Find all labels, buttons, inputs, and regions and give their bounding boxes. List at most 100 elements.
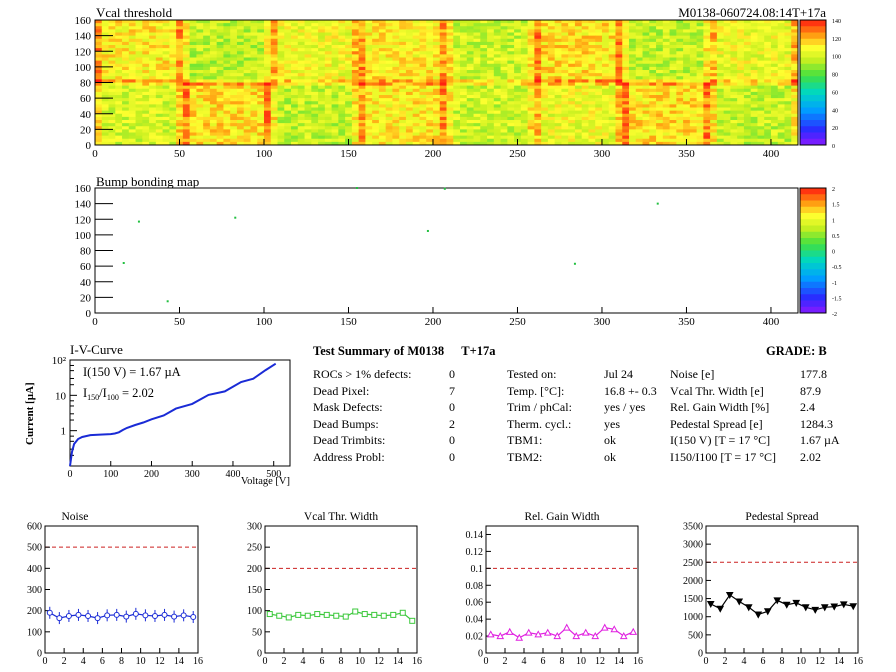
data-point xyxy=(323,611,330,618)
heatmap-cell xyxy=(108,116,116,121)
heatmap-cell xyxy=(392,70,400,74)
x-tick-label: 200 xyxy=(425,316,442,328)
heatmap-cell xyxy=(527,60,535,65)
heatmap-cell xyxy=(291,29,299,33)
heatmap-cell xyxy=(534,101,542,105)
heatmap-cell xyxy=(601,113,610,118)
heatmap-cell xyxy=(601,29,610,33)
heatmap-cell xyxy=(676,57,684,62)
heatmap-cell xyxy=(142,29,150,33)
heatmap-cell xyxy=(108,79,116,83)
heatmap-cell xyxy=(574,138,583,143)
heatmap-cell xyxy=(108,123,116,127)
data-point xyxy=(754,611,763,619)
heatmap-cell xyxy=(514,45,522,49)
x-tick-label: 4 xyxy=(742,656,747,667)
heatmap-cell xyxy=(291,48,299,52)
x-tick-label: 14 xyxy=(614,656,624,667)
heatmap-cell xyxy=(351,104,360,108)
heatmap-cell xyxy=(683,26,691,30)
heatmap-cell xyxy=(574,135,583,140)
heatmap-cell xyxy=(460,110,468,115)
heatmap-cell xyxy=(460,98,468,102)
heatmap-cell xyxy=(419,129,427,133)
heatmap-cell xyxy=(162,48,170,52)
heatmap-cell xyxy=(635,29,643,33)
heatmap-cell xyxy=(182,79,191,83)
heatmap-cell xyxy=(155,98,163,102)
heatmap-cell xyxy=(392,20,400,24)
heatmap-cell xyxy=(128,70,136,74)
heatmap-cell xyxy=(696,126,704,130)
heatmap-cell xyxy=(561,123,569,127)
heatmap-cell xyxy=(318,107,326,112)
heatmap-cell xyxy=(318,116,326,121)
heatmap-cell xyxy=(656,95,664,99)
heatmap-cell xyxy=(777,57,785,62)
heatmap-cell xyxy=(601,135,610,140)
heatmap-cell xyxy=(460,76,468,80)
heatmap-cell xyxy=(743,54,752,58)
heatmap-cell xyxy=(142,38,150,43)
heatmap-cell xyxy=(615,123,623,127)
heatmap-cell xyxy=(487,57,495,62)
data-point xyxy=(314,611,321,618)
heatmap-cell xyxy=(122,29,130,33)
heatmap-cell xyxy=(216,63,224,68)
heatmap-cell xyxy=(737,126,745,130)
heatmap-cell xyxy=(162,26,170,30)
heatmap-cell xyxy=(412,38,420,43)
heatmap-cell xyxy=(676,101,684,105)
heatmap-cell xyxy=(460,23,468,27)
heatmap-cell xyxy=(250,126,258,130)
heatmap-cell xyxy=(432,54,441,58)
heatmap-cell xyxy=(142,26,150,30)
heatmap-cell xyxy=(95,54,103,58)
heatmap-cell xyxy=(622,116,630,121)
heatmap-cell xyxy=(196,98,204,102)
vcal-threshold-panel: Vcal threshold M0138-060724.08:14T+17a 0… xyxy=(75,5,842,160)
heatmap-cell xyxy=(128,35,136,40)
heatmap-cell xyxy=(615,85,623,90)
heatmap-cell xyxy=(595,85,603,90)
heatmap-cell xyxy=(581,95,589,99)
heatmap-cell xyxy=(223,41,231,46)
heatmap-cell xyxy=(385,73,393,77)
heatmap-cell xyxy=(683,48,691,52)
heatmap-cell xyxy=(257,110,265,115)
heatmap-cell xyxy=(351,101,360,105)
heatmap-cell xyxy=(710,98,718,102)
heatmap-cell xyxy=(473,123,481,127)
heatmap-cell xyxy=(527,126,535,130)
heatmap-cell xyxy=(149,123,157,127)
heatmap-cell xyxy=(392,45,400,49)
heatmap-cell xyxy=(615,45,623,49)
heatmap-cell xyxy=(683,29,691,33)
heatmap-cell xyxy=(473,63,481,68)
heatmap-cell xyxy=(601,82,610,87)
heatmap-cell xyxy=(568,85,576,90)
heatmap-cell xyxy=(378,85,387,90)
heatmap-cell xyxy=(392,35,400,40)
heatmap-cell xyxy=(351,123,360,127)
heatmap-cell xyxy=(270,63,278,68)
heatmap-cell xyxy=(263,48,272,52)
heatmap-cell xyxy=(378,32,387,37)
heatmap-cell xyxy=(635,123,643,127)
heatmap-cell xyxy=(399,38,407,43)
heatmap-cell xyxy=(284,73,292,77)
heatmap-cell xyxy=(412,123,420,127)
heatmap-cell xyxy=(176,29,184,33)
heatmap-cell xyxy=(480,116,488,121)
heatmap-cell xyxy=(574,120,583,124)
heatmap-cell xyxy=(399,57,407,62)
heatmap-cell xyxy=(209,60,218,65)
heatmap-cell xyxy=(257,132,265,137)
heatmap-cell xyxy=(419,110,427,115)
heatmap-cell xyxy=(432,141,441,146)
heatmap-cell xyxy=(324,85,332,90)
heatmap-cell xyxy=(304,79,312,83)
heatmap-cell xyxy=(338,101,346,105)
heatmap-cell xyxy=(649,91,657,96)
heatmap-cell xyxy=(581,129,589,133)
